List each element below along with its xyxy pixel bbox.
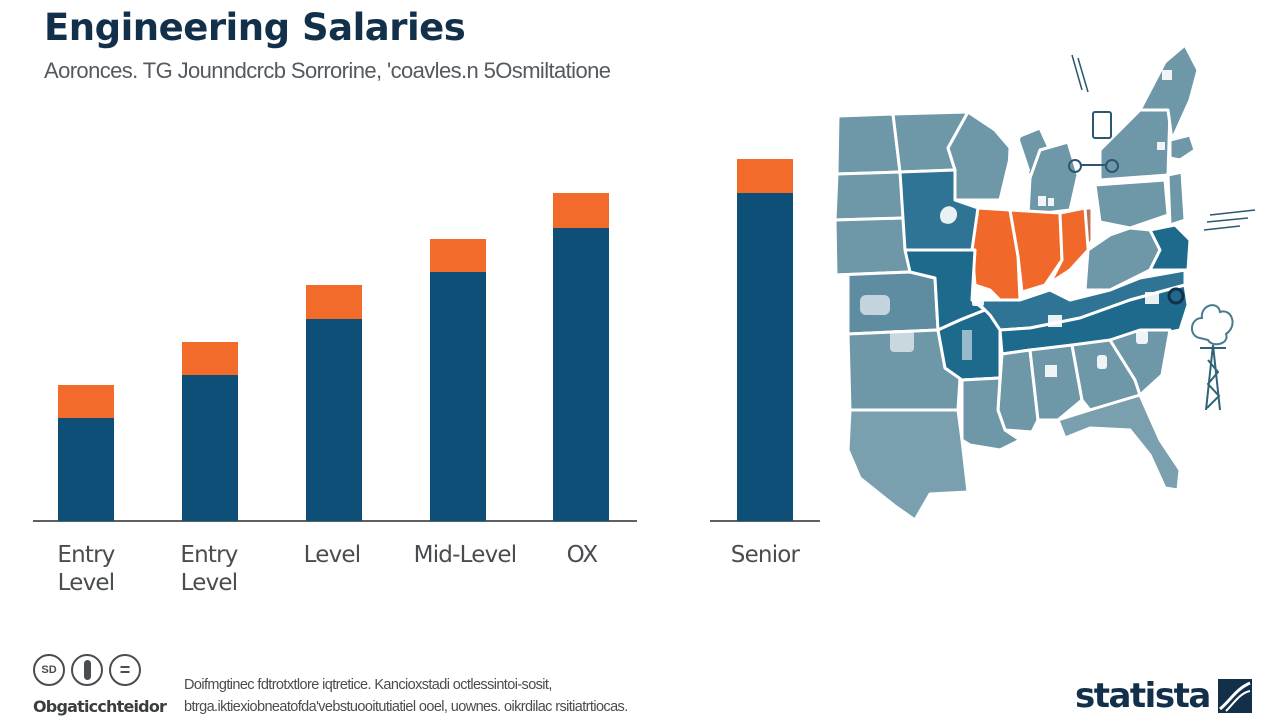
bar-senior[interactable] bbox=[737, 159, 793, 521]
bar-segment-base bbox=[306, 319, 362, 521]
footer-org-label: Obgaticchteidor bbox=[33, 697, 167, 716]
us-map-illustration bbox=[833, 43, 1256, 522]
map-state bbox=[835, 112, 902, 176]
source-note: Doifmgtinec fdtrotxtlore iqtretice. Kanc… bbox=[184, 674, 628, 718]
map-state bbox=[833, 170, 907, 222]
map-state bbox=[1028, 343, 1084, 422]
x-tick-label: Level bbox=[303, 542, 362, 568]
tree-icon bbox=[940, 206, 958, 224]
x-tick-label: Senior bbox=[730, 542, 800, 568]
x-tick-label: Entry Level bbox=[180, 542, 238, 596]
bar-segment-additional bbox=[58, 385, 114, 418]
map-state bbox=[1138, 43, 1200, 142]
bar-segment-base bbox=[58, 418, 114, 521]
bar-ox[interactable] bbox=[553, 193, 609, 521]
bar-segment-additional bbox=[737, 159, 793, 193]
statista-wave-icon bbox=[1217, 679, 1252, 713]
x-tick-label: Mid-Level bbox=[413, 542, 517, 568]
bar-entry-level-2[interactable] bbox=[182, 342, 238, 521]
license-icons: SD = bbox=[33, 654, 141, 686]
map-state bbox=[1148, 223, 1192, 272]
great-lakes bbox=[1005, 108, 1030, 205]
equals-badge-icon[interactable]: = bbox=[109, 654, 141, 686]
chart-subtitle: Aoronces. TG Jounndcrcb Sorrorine, 'coav… bbox=[44, 58, 611, 83]
cc-badge-icon[interactable]: SD bbox=[33, 654, 65, 686]
x-axis-line-secondary bbox=[710, 520, 820, 522]
map-state bbox=[1083, 206, 1094, 250]
bar-entry-level-1[interactable] bbox=[58, 385, 114, 521]
bar-level[interactable] bbox=[306, 285, 362, 521]
chart-title: Engineering Salaries bbox=[44, 6, 466, 49]
factory-icon bbox=[972, 292, 984, 306]
map-state bbox=[1166, 170, 1187, 227]
x-axis-line bbox=[33, 520, 637, 522]
building-icon bbox=[1038, 196, 1046, 206]
map-state bbox=[1168, 133, 1197, 162]
bar-segment-additional bbox=[306, 285, 362, 319]
x-tick-label: OX bbox=[566, 542, 599, 568]
cloud-icon bbox=[1191, 304, 1234, 346]
clipboard-icon bbox=[1092, 111, 1112, 139]
bar-segment-additional bbox=[553, 193, 609, 228]
map-state bbox=[1056, 393, 1182, 492]
map-state bbox=[1093, 178, 1170, 230]
statista-logo[interactable]: statista bbox=[1075, 676, 1252, 716]
source-line-2: btrga.iktiexiobneatofda'vebstuooitutiati… bbox=[184, 699, 628, 715]
brand-wordmark: statista bbox=[1075, 676, 1211, 716]
bar-segment-additional bbox=[182, 342, 238, 375]
bar-segment-base bbox=[737, 193, 793, 521]
bar-segment-additional bbox=[430, 239, 486, 272]
map-state bbox=[960, 376, 1022, 452]
state-symbols bbox=[860, 70, 1172, 377]
map-state bbox=[833, 216, 912, 277]
map-state bbox=[846, 408, 970, 522]
bar-segment-base bbox=[553, 228, 609, 521]
bar-mid-level[interactable] bbox=[430, 239, 486, 521]
x-tick-label: Entry Level bbox=[57, 542, 115, 596]
bar-segment-base bbox=[182, 375, 238, 521]
map-icons bbox=[1068, 54, 1256, 411]
source-line-1: Doifmgtinec fdtrotxtlore iqtretice. Kanc… bbox=[184, 677, 552, 693]
badge-icon bbox=[1167, 287, 1185, 305]
power-tower-icon bbox=[1200, 344, 1226, 411]
info-badge-icon[interactable] bbox=[71, 654, 103, 686]
bar-segment-base bbox=[430, 272, 486, 521]
